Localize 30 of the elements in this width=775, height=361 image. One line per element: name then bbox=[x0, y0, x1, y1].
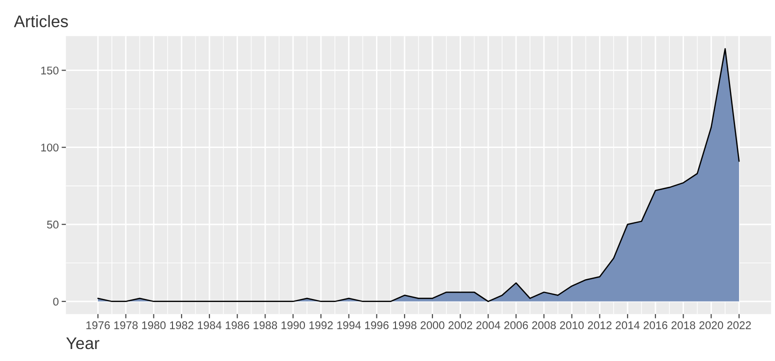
x-tick-label: 1982 bbox=[170, 321, 194, 330]
x-tick-label: 1988 bbox=[254, 321, 278, 330]
x-tick-label: 1986 bbox=[226, 321, 250, 330]
x-tick-label: 2016 bbox=[644, 321, 668, 330]
x-tick-label: 1998 bbox=[393, 321, 416, 330]
x-tick-label: 1992 bbox=[309, 321, 333, 330]
x-tick-label: 1980 bbox=[142, 321, 166, 330]
x-tick-label: 1994 bbox=[337, 321, 361, 330]
x-axis-title: Year bbox=[66, 338, 100, 350]
x-tick-label: 2014 bbox=[616, 321, 640, 330]
y-tick-label: 50 bbox=[47, 220, 58, 229]
x-tick-label: 2000 bbox=[420, 321, 444, 330]
x-tick-label: 1978 bbox=[114, 321, 138, 330]
x-tick-label: 2018 bbox=[672, 321, 696, 330]
x-tick-label: 2002 bbox=[448, 321, 472, 330]
x-tick-label: 2004 bbox=[476, 321, 500, 330]
x-tick-label: 1990 bbox=[282, 321, 305, 330]
x-tick-label: 1996 bbox=[365, 321, 389, 330]
x-tick-label: 2008 bbox=[532, 321, 556, 330]
x-tick-label: 1976 bbox=[86, 321, 110, 330]
x-tick-label: 1984 bbox=[198, 321, 222, 330]
x-tick-label: 2012 bbox=[588, 321, 612, 330]
x-tick-label: 2022 bbox=[727, 321, 751, 330]
y-tick-label: 0 bbox=[53, 298, 58, 306]
x-tick-label: 2006 bbox=[504, 321, 528, 330]
y-tick-label: 100 bbox=[41, 144, 58, 152]
x-tick-label: 2020 bbox=[699, 321, 724, 330]
y-tick-label: 150 bbox=[41, 66, 58, 74]
y-axis-title: Articles bbox=[14, 15, 68, 28]
x-tick-label: 2010 bbox=[560, 321, 584, 330]
